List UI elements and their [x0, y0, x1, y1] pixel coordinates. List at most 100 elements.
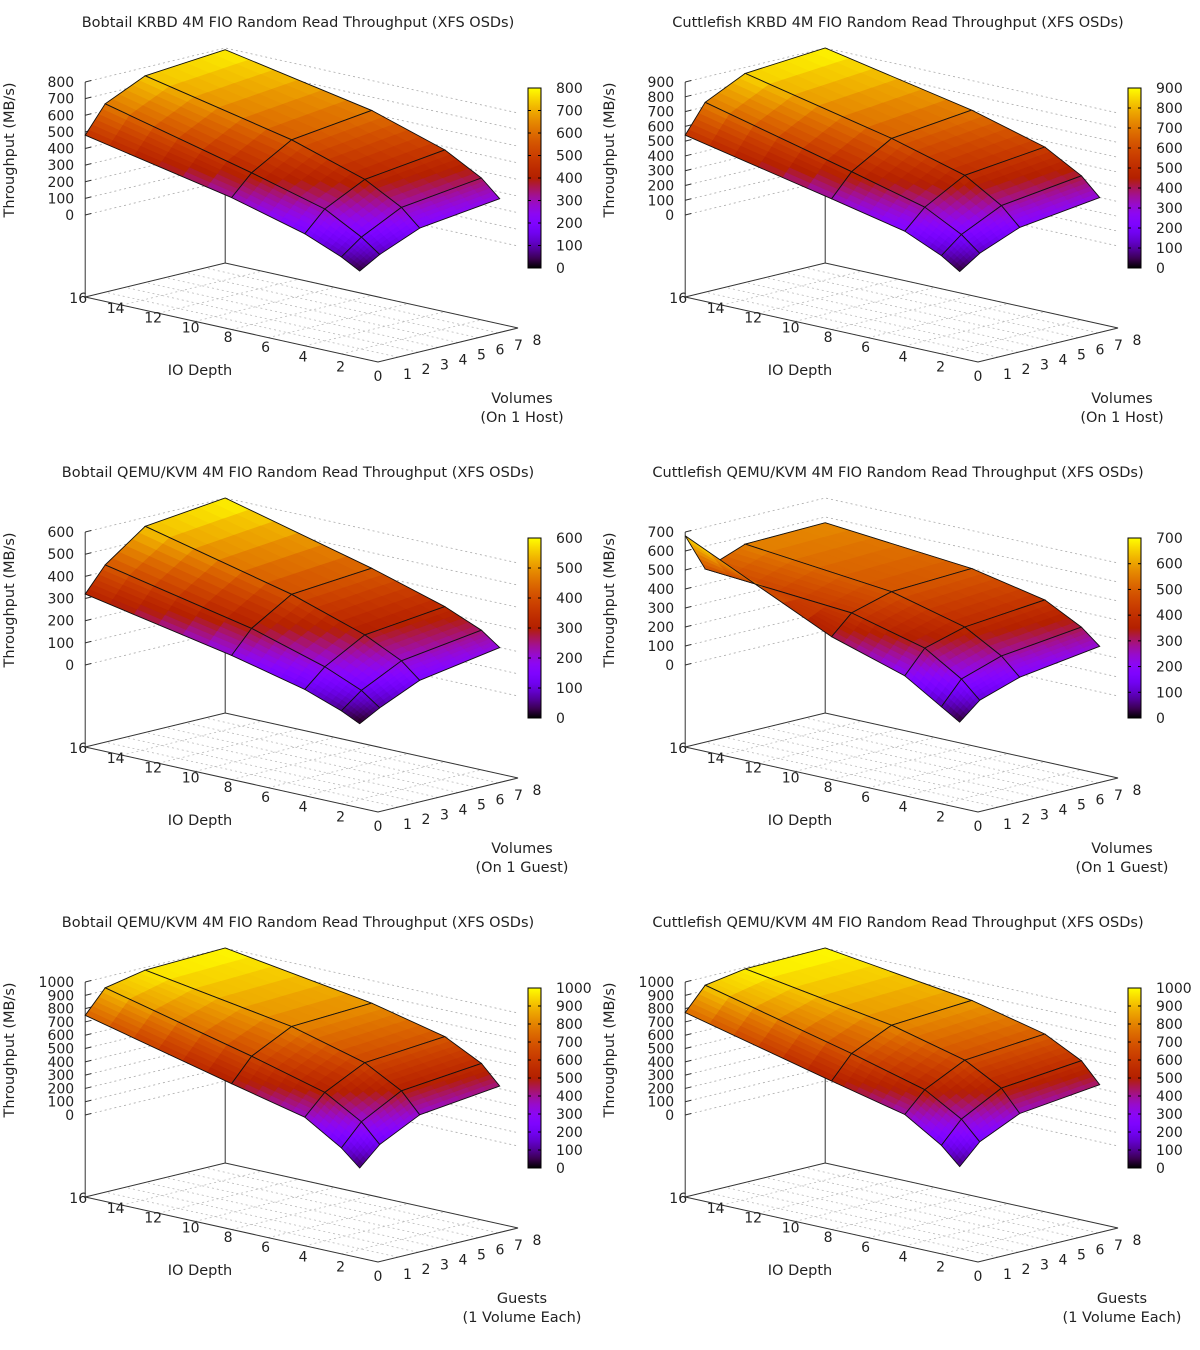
x-tick-label: 5 [477, 348, 486, 364]
depth-tick-label: 2 [336, 359, 345, 375]
x-tick-label: 3 [440, 1257, 449, 1273]
x-tick-label: 7 [1114, 1238, 1123, 1254]
depth-tick-label: 2 [336, 809, 345, 825]
base-grid-line [794, 286, 936, 322]
colorbar-tick-label: 800 [1156, 1017, 1183, 1033]
depth-tick-label: 12 [144, 311, 162, 327]
surface-cell [230, 1055, 326, 1118]
z-tick-mark [685, 1033, 692, 1036]
z-tick-label: 500 [647, 563, 674, 579]
depth-tick-label: 0 [374, 369, 383, 385]
z-tick-mark [85, 163, 92, 166]
z-tick-label: 500 [47, 125, 74, 141]
surface-cell [340, 689, 381, 725]
z-tick-label: 300 [47, 592, 74, 608]
depth-tick-label: 14 [107, 751, 125, 767]
base-grid-line [904, 761, 1045, 797]
z-tick-mark [85, 980, 92, 983]
base-grid-line [805, 717, 1099, 784]
colorbar-tick-label: 900 [556, 999, 583, 1015]
depth-tick-label: 16 [669, 1191, 687, 1207]
surface-cell [84, 564, 253, 656]
colorbar-tick-label: 800 [1156, 101, 1183, 117]
base-grid-line [121, 270, 262, 306]
base-grid-line [785, 1172, 1079, 1239]
depth-tick-label: 12 [144, 1211, 162, 1227]
colorbar-tick-label: 0 [556, 711, 565, 727]
z-tick-mark [85, 113, 92, 116]
z-tick-mark [85, 596, 92, 600]
z-tick-label: 500 [647, 1042, 674, 1058]
colorbar-tick-label: 900 [1156, 999, 1183, 1015]
z-tick-label: 300 [647, 1068, 674, 1084]
depth-tick-label: 2 [336, 1259, 345, 1275]
z-tick-mark [685, 644, 692, 647]
depth-tick-label: 8 [224, 780, 233, 796]
surface-cell [290, 567, 446, 636]
z-tick-label: 600 [647, 119, 674, 135]
base-grid-line [341, 319, 482, 355]
z-tick-mark [85, 552, 92, 555]
z-tick-label: 400 [47, 1055, 74, 1071]
surface [684, 947, 1101, 1168]
base-grid-line [268, 303, 409, 339]
depth-tick-label: 12 [144, 761, 162, 777]
surface-cell [400, 629, 501, 681]
x-tick-label: 6 [496, 343, 505, 359]
x-tick-label: 5 [1077, 1248, 1086, 1264]
surface-chart-6: Cuttlefish QEMU/KVM 4M FIO Random Read T… [602, 915, 1192, 1326]
colorbar-tick-label: 800 [556, 1017, 583, 1033]
surface-cell [940, 678, 981, 723]
depth-axis-label: IO Depth [768, 1263, 832, 1279]
base-grid-line [268, 753, 409, 789]
x-tick-label: 7 [514, 338, 523, 354]
z-tick-label: 400 [47, 569, 74, 585]
surface-chart-2: Cuttlefish KRBD 4M FIO Random Read Throu… [602, 15, 1183, 426]
base-grid-line [785, 722, 1079, 789]
z-tick-mark [85, 1086, 92, 1089]
base-grid-line [165, 727, 459, 793]
z-tick-label: 1000 [639, 975, 675, 991]
base-grid-line [158, 728, 299, 764]
z-tick-mark [685, 587, 692, 590]
x-axis-label-line2: (On 1 Host) [480, 410, 563, 426]
z-tick-label: 800 [47, 1002, 74, 1018]
surface-cell [1000, 626, 1101, 678]
surface-cell [304, 666, 363, 712]
base-grid-line [904, 311, 1045, 347]
z-tick-label: 600 [647, 544, 674, 560]
colorbar-tick-label: 700 [1156, 121, 1183, 137]
depth-tick-label: 8 [224, 330, 233, 346]
z-tick-label: 0 [65, 208, 74, 224]
base-grid-line [868, 753, 1009, 789]
z-tick-label: 0 [65, 1108, 74, 1124]
colorbar-tick-label: 600 [556, 531, 583, 547]
surface-cell [250, 1025, 366, 1093]
x-tick-label: 6 [1096, 1243, 1105, 1259]
surface [684, 47, 1101, 273]
colorbar-tick-label: 0 [556, 1161, 565, 1177]
surface-cell [104, 75, 293, 174]
x-tick-label: 8 [1133, 1233, 1142, 1249]
base-grid-line [941, 769, 1082, 805]
surface-cell [363, 149, 483, 208]
base-grid-line [205, 1167, 499, 1234]
surface-cell [890, 568, 1047, 628]
surface [84, 497, 501, 725]
z-tick-mark [685, 139, 692, 142]
surface-cell [960, 655, 1021, 701]
depth-tick-label: 8 [824, 1230, 833, 1246]
z-tick-mark [85, 1033, 92, 1036]
depth-tick-label: 14 [707, 301, 725, 317]
surface-cell [890, 109, 1046, 176]
z-tick-label: 500 [47, 547, 74, 563]
depth-tick-label: 14 [707, 751, 725, 767]
base-grid-line [185, 722, 479, 789]
colorbar-tick-label: 600 [556, 1053, 583, 1069]
z-tick-label: 800 [647, 1002, 674, 1018]
depth-tick-label: 6 [261, 1240, 270, 1256]
depth-tick-label: 12 [744, 761, 762, 777]
x-axis-label-line1: Volumes [1091, 841, 1152, 857]
depth-tick-label: 2 [936, 1259, 945, 1275]
x-axis-label-line2: (1 Volume Each) [463, 1310, 582, 1326]
